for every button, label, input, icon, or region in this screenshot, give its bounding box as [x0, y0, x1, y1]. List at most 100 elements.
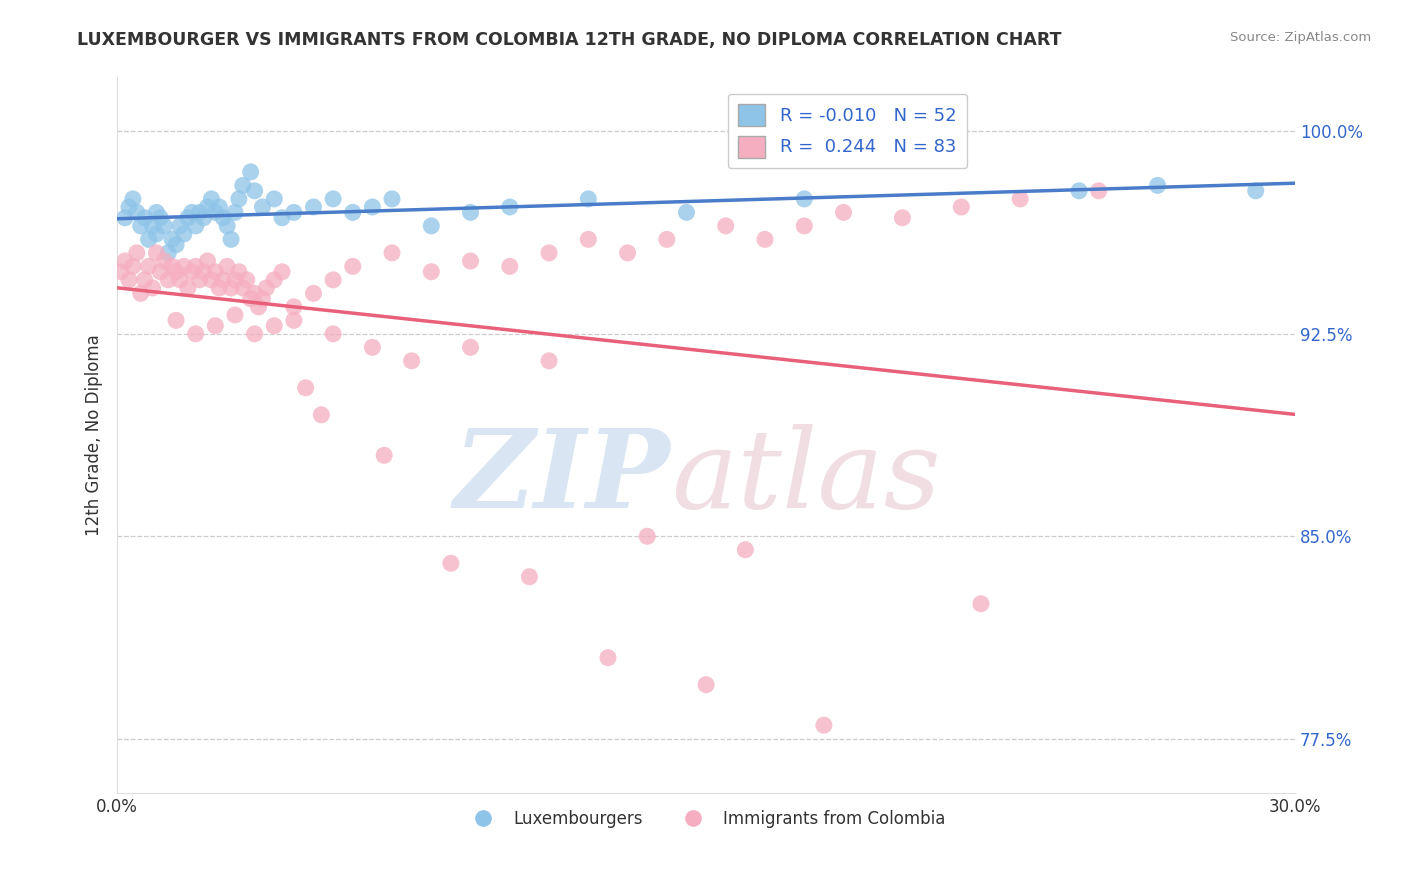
Point	[173, 227, 195, 241]
Point	[184, 326, 207, 341]
Point	[208, 281, 231, 295]
Point	[1067, 184, 1090, 198]
Point	[754, 232, 776, 246]
Point	[243, 286, 266, 301]
Point	[252, 200, 274, 214]
Point	[165, 237, 187, 252]
Point	[193, 265, 215, 279]
Point	[832, 205, 855, 219]
Point	[460, 205, 482, 219]
Point	[118, 273, 141, 287]
Point	[361, 340, 384, 354]
Point	[1010, 192, 1032, 206]
Point	[204, 265, 226, 279]
Point	[499, 260, 522, 274]
Point	[252, 292, 274, 306]
Point	[197, 200, 219, 214]
Point	[283, 205, 305, 219]
Point	[153, 219, 176, 233]
Point	[188, 273, 211, 287]
Point	[188, 205, 211, 219]
Point	[283, 313, 305, 327]
Point	[616, 245, 638, 260]
Point	[1244, 184, 1267, 198]
Point	[294, 381, 316, 395]
Point	[118, 200, 141, 214]
Point	[212, 211, 235, 225]
Point	[1146, 178, 1168, 193]
Point	[243, 184, 266, 198]
Point	[596, 650, 619, 665]
Point	[169, 219, 191, 233]
Point	[239, 165, 262, 179]
Point	[460, 254, 482, 268]
Point	[224, 205, 246, 219]
Point	[173, 260, 195, 274]
Point	[122, 260, 145, 274]
Point	[219, 232, 242, 246]
Point	[263, 318, 285, 333]
Point	[401, 354, 423, 368]
Point	[224, 308, 246, 322]
Point	[254, 281, 277, 295]
Point	[460, 340, 482, 354]
Point	[122, 192, 145, 206]
Point	[224, 273, 246, 287]
Point	[145, 245, 167, 260]
Point	[714, 219, 737, 233]
Point	[138, 232, 160, 246]
Point	[228, 192, 250, 206]
Point	[141, 219, 163, 233]
Point	[239, 292, 262, 306]
Point	[970, 597, 993, 611]
Point	[519, 570, 541, 584]
Point	[1087, 184, 1109, 198]
Point	[655, 232, 678, 246]
Point	[110, 265, 132, 279]
Point	[636, 529, 658, 543]
Point	[184, 219, 207, 233]
Point	[420, 265, 443, 279]
Point	[538, 354, 561, 368]
Point	[499, 200, 522, 214]
Point	[200, 273, 222, 287]
Point	[149, 265, 172, 279]
Point	[734, 542, 756, 557]
Point	[204, 318, 226, 333]
Point	[184, 260, 207, 274]
Point	[322, 326, 344, 341]
Point	[440, 556, 463, 570]
Point	[793, 219, 815, 233]
Point	[232, 178, 254, 193]
Point	[243, 326, 266, 341]
Point	[165, 265, 187, 279]
Point	[373, 448, 395, 462]
Point	[169, 273, 191, 287]
Point	[193, 211, 215, 225]
Point	[165, 313, 187, 327]
Point	[149, 211, 172, 225]
Point	[381, 245, 404, 260]
Point	[141, 281, 163, 295]
Point	[322, 192, 344, 206]
Point	[793, 192, 815, 206]
Point	[114, 211, 136, 225]
Text: LUXEMBOURGER VS IMMIGRANTS FROM COLOMBIA 12TH GRADE, NO DIPLOMA CORRELATION CHAR: LUXEMBOURGER VS IMMIGRANTS FROM COLOMBIA…	[77, 31, 1062, 49]
Point	[157, 245, 180, 260]
Point	[283, 300, 305, 314]
Point	[217, 260, 239, 274]
Point	[675, 205, 697, 219]
Point	[228, 265, 250, 279]
Point	[695, 678, 717, 692]
Point	[180, 205, 202, 219]
Point	[813, 718, 835, 732]
Point	[420, 219, 443, 233]
Point	[271, 211, 294, 225]
Point	[263, 192, 285, 206]
Point	[204, 205, 226, 219]
Point	[129, 219, 152, 233]
Point	[197, 254, 219, 268]
Text: Source: ZipAtlas.com: Source: ZipAtlas.com	[1230, 31, 1371, 45]
Point	[271, 265, 294, 279]
Point	[247, 300, 270, 314]
